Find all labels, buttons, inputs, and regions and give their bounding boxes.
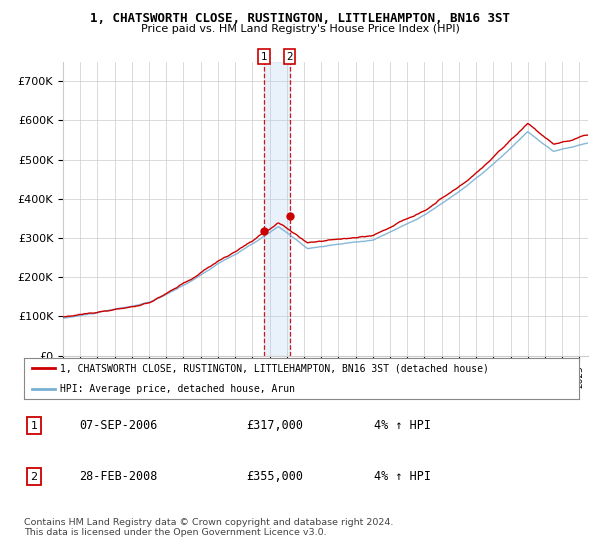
Text: 07-SEP-2006: 07-SEP-2006 (79, 419, 158, 432)
Text: Price paid vs. HM Land Registry's House Price Index (HPI): Price paid vs. HM Land Registry's House … (140, 24, 460, 34)
Text: 1: 1 (31, 421, 37, 431)
Text: 28-FEB-2008: 28-FEB-2008 (79, 470, 158, 483)
Text: 2: 2 (31, 472, 38, 482)
Text: HPI: Average price, detached house, Arun: HPI: Average price, detached house, Arun (60, 384, 295, 394)
Text: 4% ↑ HPI: 4% ↑ HPI (374, 470, 431, 483)
Text: 4% ↑ HPI: 4% ↑ HPI (374, 419, 431, 432)
Text: 1, CHATSWORTH CLOSE, RUSTINGTON, LITTLEHAMPTON, BN16 3ST (detached house): 1, CHATSWORTH CLOSE, RUSTINGTON, LITTLEH… (60, 363, 489, 374)
Bar (264, 62, 290, 356)
Text: £355,000: £355,000 (246, 470, 303, 483)
Text: 2: 2 (286, 52, 293, 62)
Text: £317,000: £317,000 (246, 419, 303, 432)
Text: Contains HM Land Registry data © Crown copyright and database right 2024.
This d: Contains HM Land Registry data © Crown c… (24, 518, 394, 538)
Text: 1: 1 (261, 52, 268, 62)
Text: 1, CHATSWORTH CLOSE, RUSTINGTON, LITTLEHAMPTON, BN16 3ST: 1, CHATSWORTH CLOSE, RUSTINGTON, LITTLEH… (90, 12, 510, 25)
